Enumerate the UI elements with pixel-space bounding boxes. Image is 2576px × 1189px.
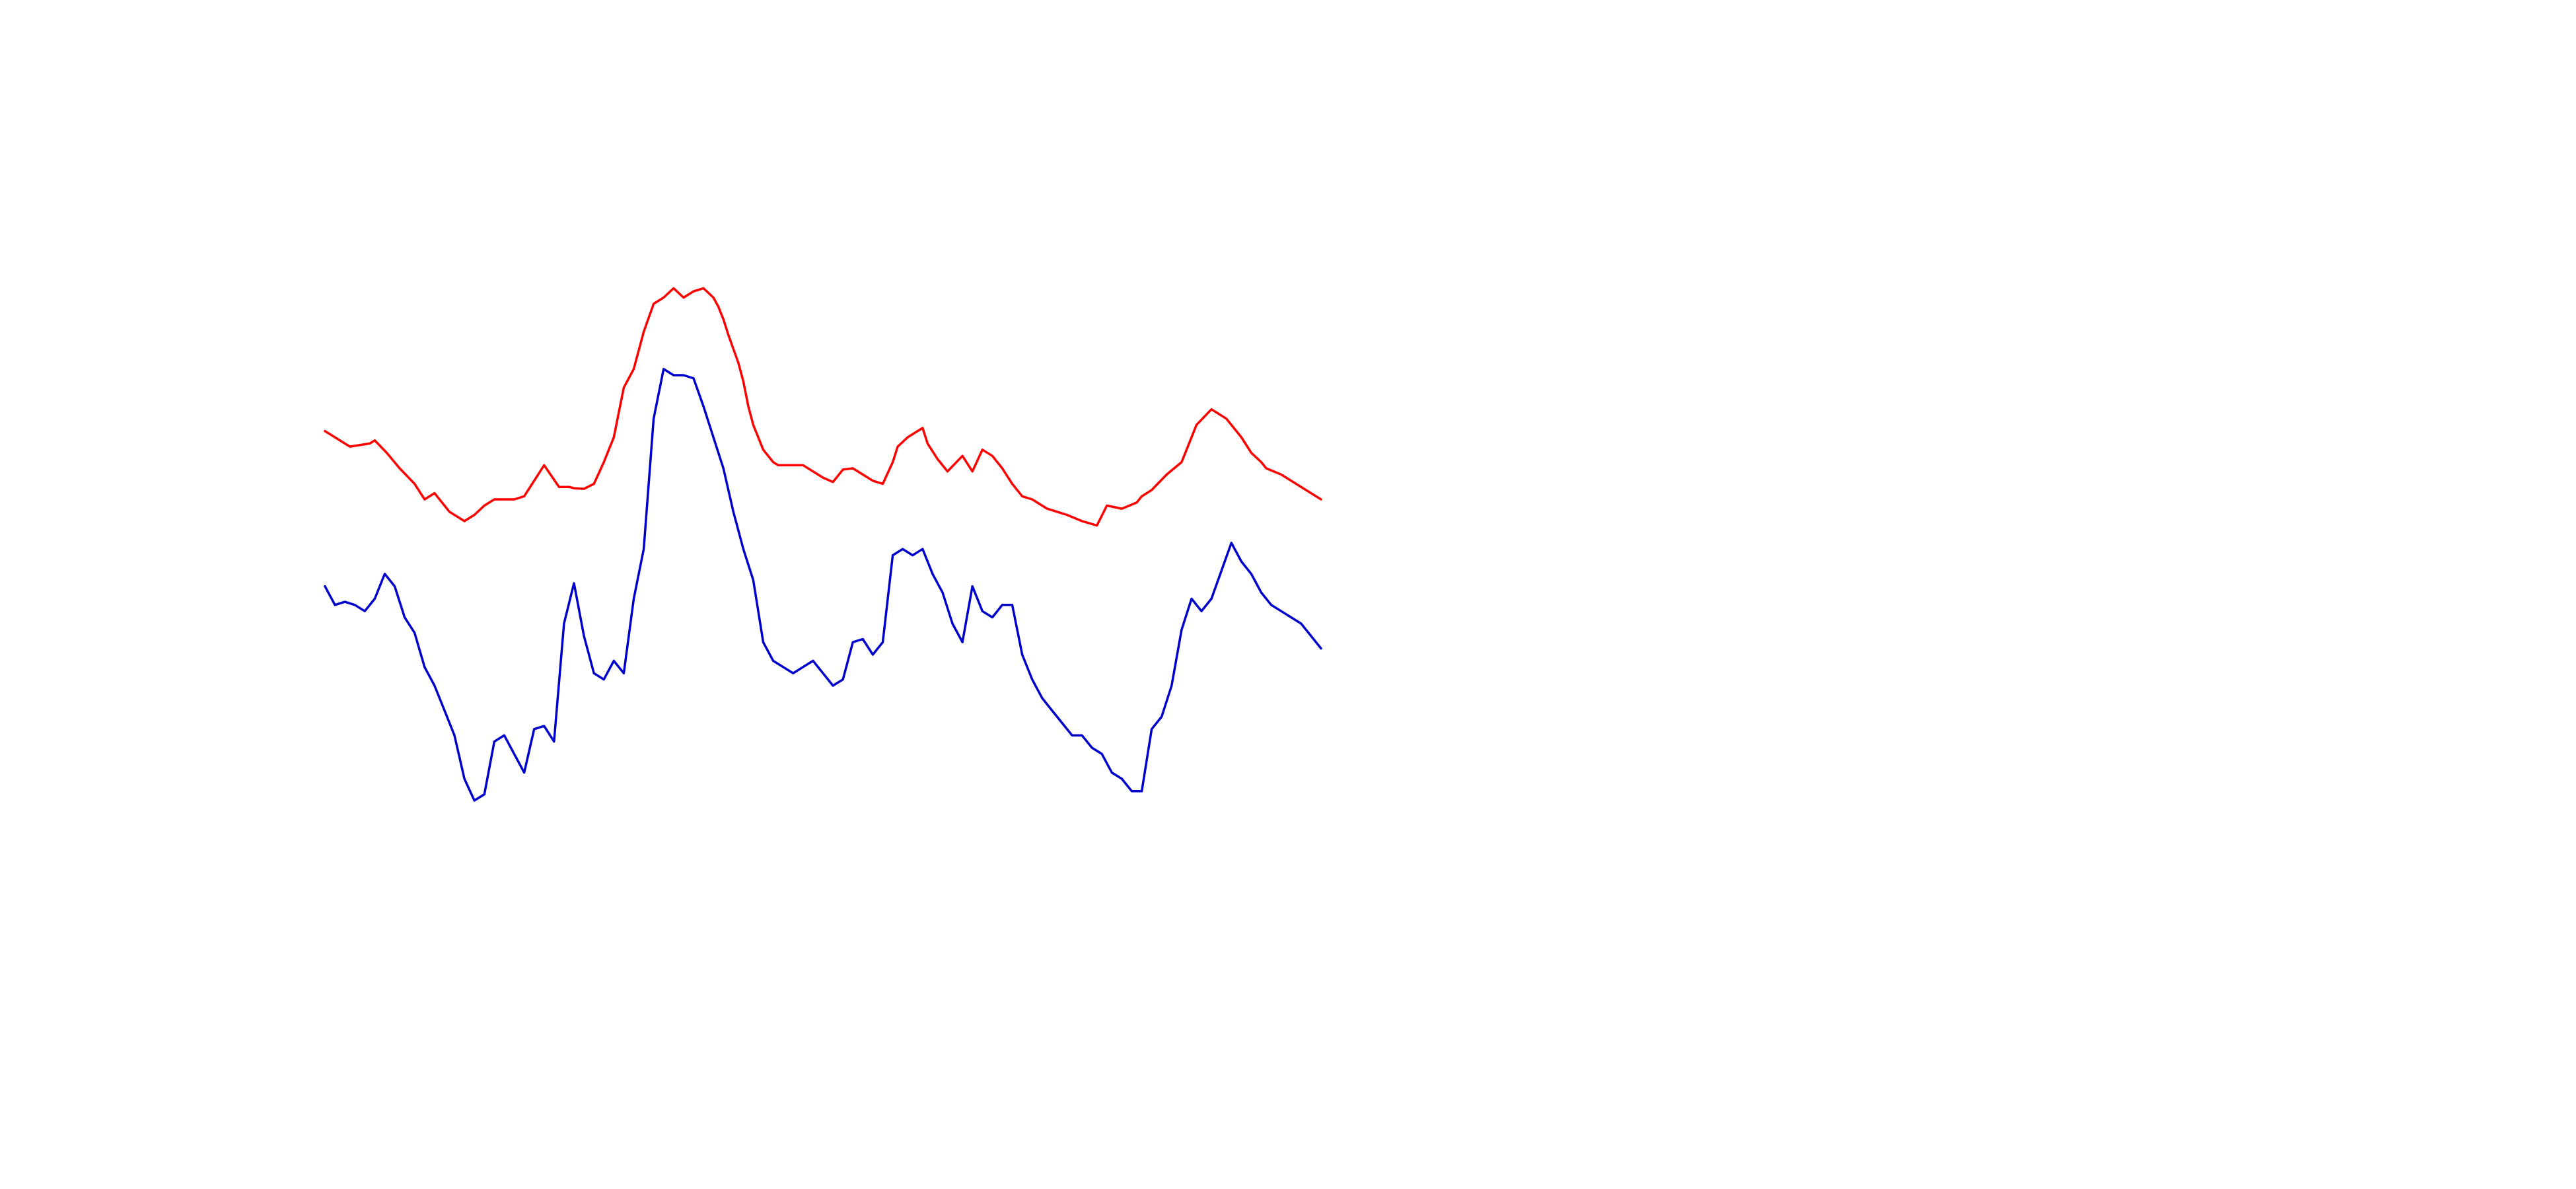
series-line-2: [324, 367, 1322, 802]
series-line-1: [324, 287, 1322, 527]
